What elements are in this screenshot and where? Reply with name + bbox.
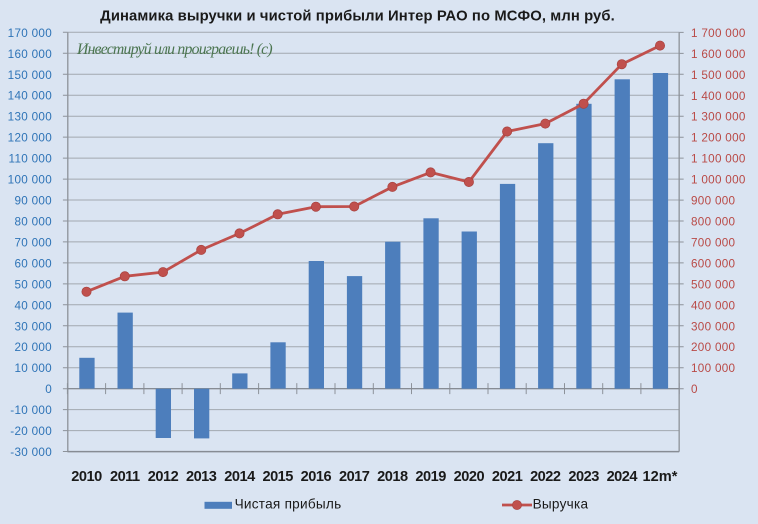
svg-text:2020: 2020 bbox=[454, 469, 485, 485]
svg-text:80 000: 80 000 bbox=[14, 216, 52, 229]
svg-text:90 000: 90 000 bbox=[14, 195, 52, 208]
svg-text:1 100 000: 1 100 000 bbox=[691, 153, 746, 166]
svg-text:2016: 2016 bbox=[301, 469, 332, 485]
svg-text:0: 0 bbox=[45, 383, 52, 396]
svg-text:2012: 2012 bbox=[148, 469, 179, 485]
svg-text:100 000: 100 000 bbox=[691, 362, 736, 375]
svg-text:200 000: 200 000 bbox=[691, 341, 736, 354]
svg-text:170 000: 170 000 bbox=[8, 27, 53, 40]
svg-text:2017: 2017 bbox=[339, 469, 370, 485]
svg-text:40 000: 40 000 bbox=[14, 299, 52, 312]
svg-text:300 000: 300 000 bbox=[691, 320, 736, 333]
svg-text:70 000: 70 000 bbox=[14, 236, 52, 249]
svg-text:2013: 2013 bbox=[186, 469, 217, 485]
svg-text:1 700 000: 1 700 000 bbox=[691, 27, 746, 40]
svg-text:2024: 2024 bbox=[607, 469, 639, 485]
svg-text:-30 000: -30 000 bbox=[10, 446, 52, 459]
svg-text:50 000: 50 000 bbox=[14, 278, 52, 291]
svg-text:140 000: 140 000 bbox=[8, 90, 53, 103]
svg-text:1 500 000: 1 500 000 bbox=[691, 69, 746, 82]
svg-text:30 000: 30 000 bbox=[14, 320, 52, 333]
svg-text:10 000: 10 000 bbox=[14, 362, 52, 375]
svg-text:100 000: 100 000 bbox=[8, 174, 53, 187]
svg-text:2022: 2022 bbox=[530, 469, 561, 485]
svg-text:600 000: 600 000 bbox=[691, 257, 736, 270]
svg-text:500 000: 500 000 bbox=[691, 278, 736, 291]
svg-text:1 300 000: 1 300 000 bbox=[691, 111, 746, 124]
svg-text:0: 0 bbox=[691, 383, 698, 396]
svg-text:2019: 2019 bbox=[415, 469, 446, 485]
svg-text:Чистая прибыль: Чистая прибыль bbox=[235, 497, 342, 512]
svg-text:Динамика выручки и чистой приб: Динамика выручки и чистой прибыли Интер … bbox=[100, 8, 615, 24]
svg-text:400 000: 400 000 bbox=[691, 299, 736, 312]
svg-text:130 000: 130 000 bbox=[8, 111, 53, 124]
svg-text:700 000: 700 000 bbox=[691, 237, 736, 250]
svg-text:150 000: 150 000 bbox=[8, 69, 53, 82]
svg-text:-10 000: -10 000 bbox=[10, 404, 52, 417]
svg-text:Выручка: Выручка bbox=[533, 497, 589, 512]
svg-text:2018: 2018 bbox=[377, 469, 408, 485]
svg-text:20 000: 20 000 bbox=[14, 341, 52, 354]
svg-text:Инвестируй или проиграешь! (с): Инвестируй или проиграешь! (с) bbox=[76, 41, 272, 58]
svg-text:2010: 2010 bbox=[71, 469, 102, 485]
svg-text:120 000: 120 000 bbox=[8, 132, 53, 145]
svg-text:110 000: 110 000 bbox=[9, 153, 53, 166]
svg-text:1 000 000: 1 000 000 bbox=[691, 174, 746, 187]
svg-text:1 200 000: 1 200 000 bbox=[691, 132, 746, 145]
svg-text:2023: 2023 bbox=[568, 469, 599, 485]
svg-text:1 400 000: 1 400 000 bbox=[691, 90, 746, 103]
svg-text:900 000: 900 000 bbox=[691, 195, 736, 208]
svg-text:60 000: 60 000 bbox=[14, 257, 52, 270]
svg-text:2021: 2021 bbox=[492, 469, 523, 485]
svg-text:160 000: 160 000 bbox=[8, 48, 53, 61]
svg-text:2014: 2014 bbox=[224, 469, 256, 485]
svg-text:-20 000: -20 000 bbox=[10, 425, 52, 438]
svg-text:2015: 2015 bbox=[262, 469, 293, 485]
svg-text:2011: 2011 bbox=[110, 469, 140, 485]
svg-text:1 600 000: 1 600 000 bbox=[691, 48, 746, 61]
svg-text:12m*: 12m* bbox=[642, 469, 677, 485]
svg-text:800 000: 800 000 bbox=[691, 216, 736, 229]
